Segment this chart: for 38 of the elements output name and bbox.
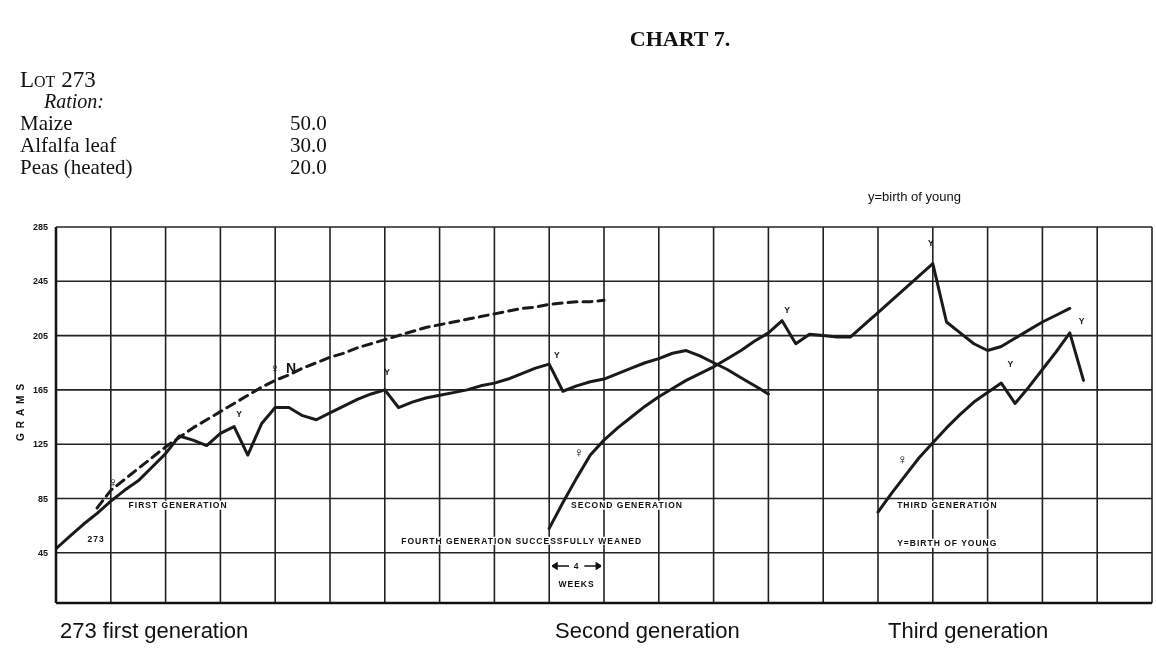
y-tick-label: 45	[37, 547, 48, 558]
annotation: ♀ N	[269, 360, 298, 377]
annotation: SECOND GENERATION	[571, 500, 683, 511]
annotation: ♀	[573, 444, 586, 461]
annotation: Y	[1007, 358, 1015, 369]
text: Alfalfa leaf	[20, 133, 117, 157]
annotation: ♀	[108, 474, 120, 491]
annotation: THIRD GENERATION	[897, 500, 998, 511]
text: Maize	[20, 111, 73, 135]
text: 30.0	[290, 133, 327, 157]
annotation: Y	[784, 304, 791, 315]
y-axis-title: GRAMS	[14, 378, 26, 441]
text: Second generation	[555, 618, 740, 643]
annotation: Y	[236, 409, 243, 420]
y-tick-label: 125	[32, 439, 48, 450]
chart-title: CHART 7.	[629, 26, 731, 52]
text: Third generation	[888, 618, 1049, 643]
text: 50.0	[290, 111, 327, 135]
text: Lot 273	[20, 67, 96, 92]
annotation: 4	[573, 561, 580, 572]
text: 20.0	[290, 155, 327, 179]
text: Ration:	[44, 90, 104, 112]
text: y=birth of young	[868, 189, 961, 204]
annotation: FIRST GENERATION	[128, 500, 228, 511]
text: 273 first generation	[60, 618, 249, 643]
annotation: FOURTH GENERATION SUCCESSFULLY WEANED	[401, 535, 643, 546]
annotation: WEEKS	[558, 578, 595, 589]
y-tick-label: 205	[32, 330, 48, 341]
y-tick-label: 165	[32, 385, 48, 396]
annotation: Y	[554, 349, 561, 360]
annotation: Y=BIRTH OF YOUNG	[897, 538, 998, 549]
y-tick-label: 245	[32, 276, 48, 287]
text: Peas (heated)	[20, 155, 133, 179]
annotation: ♀	[897, 451, 909, 468]
annotation: 273	[87, 533, 105, 544]
y-tick-label: 85	[37, 493, 48, 504]
annotation: Y	[1078, 315, 1086, 326]
y-tick-label: 285	[32, 222, 48, 233]
